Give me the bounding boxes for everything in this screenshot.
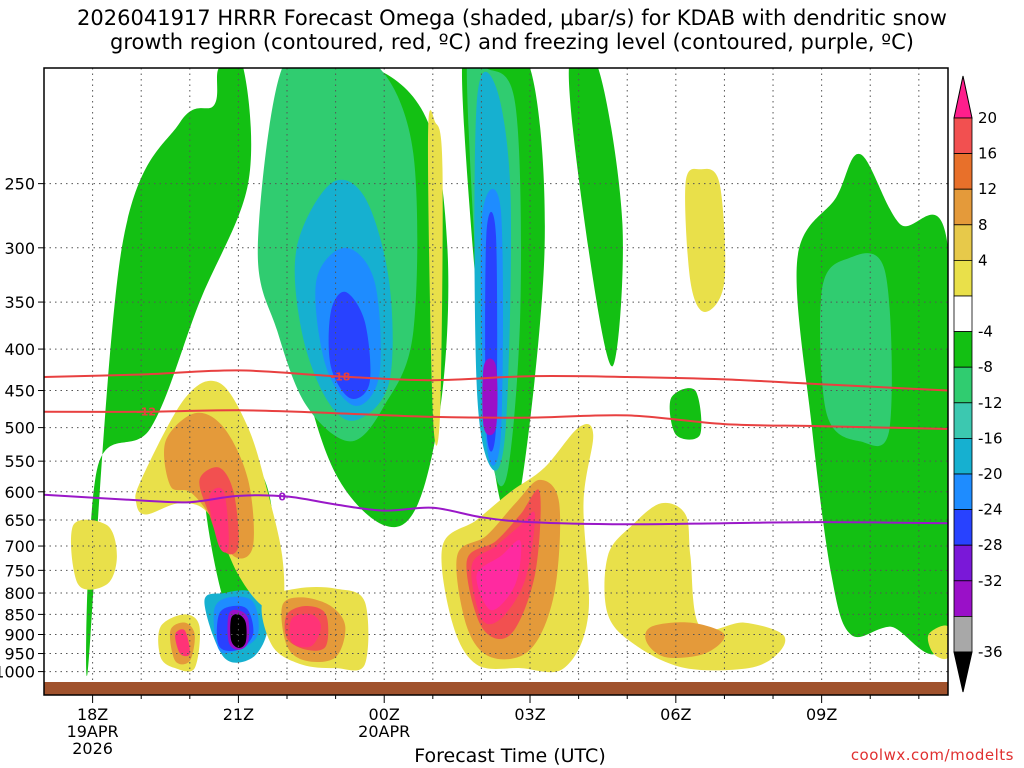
omega-region-16-0 [209,487,229,553]
contour-label-0: -18 [331,370,351,383]
y-tick-label-1: 300 [4,239,35,258]
plot-frame [43,67,949,696]
colorbar-label-11: -28 [978,536,1003,554]
y-tick-label-14: 950 [4,645,35,664]
omega-region-16-1 [289,613,321,648]
colorbar-swatch-9 [953,402,973,439]
colorbar-swatch-14 [953,580,973,617]
x-tick-label-4: 06Z [660,705,691,724]
contour-line-0 [44,369,948,392]
y-tick-label-13: 900 [4,626,35,645]
x-tick-label-5: 09Z [806,705,837,724]
colorbar-label-5: -4 [978,323,993,341]
y-tick-label-6: 550 [4,452,35,471]
y-tick-label-7: 600 [4,483,35,502]
colorbar-swatch-3 [953,188,973,226]
y-tick-label-4: 450 [4,382,35,401]
y-tick-label-2: 350 [4,293,35,312]
contour-line-1 [44,409,948,430]
omega-region--8-2 [820,253,892,447]
colorbar-swatch-13 [953,544,973,582]
colorbar-swatch-12 [953,509,973,546]
omega-region-4-7 [71,519,117,590]
colorbar-swatch-15 [953,616,973,653]
ground-surface [44,682,948,695]
y-tick-label-9: 700 [4,537,35,556]
colorbar-label-4: 4 [978,251,988,269]
omega-region-8-4 [645,622,725,658]
x-tick-year-0: 2026 [72,739,113,758]
x-tick-label-0: 18Z [77,705,108,724]
colorbar-swatch-1 [953,117,973,154]
x-tick-date-0: 19APR [67,722,119,741]
y-tick-label-12: 850 [4,605,35,624]
x-tick-label-3: 03Z [514,705,545,724]
colorbar-label-6: -8 [978,358,993,376]
y-tick-label-5: 500 [4,419,35,438]
colorbar-label-13: -36 [978,643,1003,661]
colorbar-label-12: -32 [978,572,1003,590]
omega-region-4-5 [685,168,726,312]
omega-region-16-2 [175,629,190,657]
colorbar-swatch-4 [953,224,973,261]
omega-region--28-0 [482,358,498,436]
omega-region-4-8 [927,625,948,660]
colorbar-label-9: -20 [978,465,1003,483]
colorbar-label-1: 16 [978,145,997,163]
colorbar-swatch-11 [953,473,973,510]
chart-title-line1: 2026041917 HRRR Forecast Omega (shaded, … [77,6,947,30]
colorbar-swatch-6 [953,295,973,332]
y-tick-label-11: 800 [4,584,35,603]
colorbar-swatch-2 [953,153,973,190]
contour-line-2 [44,493,948,526]
colorbar-label-7: -12 [978,394,1003,412]
colorbar-label-8: -16 [978,429,1003,447]
omega-region--4-0 [86,68,252,676]
credit-link[interactable]: coolwx.com/modelts [850,746,1014,764]
colorbar-bottom-arrow [953,651,973,693]
omega-region--36-0 [230,614,247,648]
omega-region--4-6 [669,388,702,440]
colorbar: 20 16 12 8 4 -4 -8 -12 -16 -20 -24 -28 -32 -36 [953,75,1003,693]
x-tick-label-1: 21Z [223,705,254,724]
colorbar-top-arrow [953,75,973,119]
colorbar-label-10: -24 [978,501,1003,519]
omega-region-20-0 [476,540,522,611]
x-axis-title: Forecast Time (UTC) [414,745,606,767]
y-axis: 250 300 350 400 450 500 550 600 650 700 750 800 850 9… [0,175,44,682]
colorbar-label-3: 8 [978,216,988,234]
colorbar-swatch-8 [953,366,973,404]
y-tick-label-8: 650 [4,511,35,530]
y-tick-label-10: 750 [4,561,35,580]
colorbar-swatch-10 [953,437,973,475]
colorbar-swatch-7 [953,331,973,368]
grid [44,68,948,682]
y-tick-label-0: 250 [4,175,35,194]
omega-region--20-0 [328,291,371,399]
x-tick-label-2: 00Z [369,705,400,724]
omega-region--4-4 [568,68,623,367]
chart-title: 2026041917 HRRR Forecast Omega (shaded, … [0,6,1024,54]
colorbar-swatch-5 [953,259,973,297]
colorbar-label-2: 12 [978,180,997,198]
y-tick-label-3: 400 [4,340,35,359]
contour-label-2: 0 [278,490,286,503]
omega-region-4-6 [427,110,443,446]
chart-title-line2: growth region (contoured, red, ºC) and f… [110,30,914,54]
y-tick-label-15: 1000 [0,663,35,682]
colorbar-label-0: 20 [978,109,997,127]
contours: -18 -12 0 [44,369,948,526]
x-tick-date-2: 20APR [358,722,410,741]
contour-label-1: -12 [136,406,156,419]
